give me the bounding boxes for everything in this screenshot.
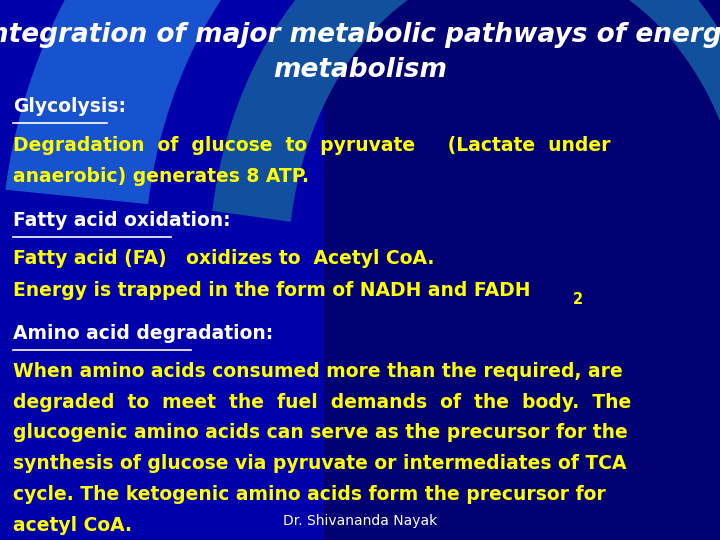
- Text: Fatty acid oxidation:: Fatty acid oxidation:: [13, 211, 230, 229]
- Text: 2: 2: [572, 292, 582, 307]
- Text: glucogenic amino acids can serve as the precursor for the: glucogenic amino acids can serve as the …: [13, 423, 628, 442]
- Text: Energy is trapped in the form of NADH and FADH: Energy is trapped in the form of NADH an…: [13, 281, 531, 300]
- Text: Fatty acid (FA)   oxidizes to  Acetyl CoA.: Fatty acid (FA) oxidizes to Acetyl CoA.: [13, 249, 434, 268]
- Text: Dr. Shivananda Nayak: Dr. Shivananda Nayak: [283, 514, 437, 528]
- Text: Degradation  of  glucose  to  pyruvate     (Lactate  under: Degradation of glucose to pyruvate (Lact…: [13, 136, 611, 155]
- Text: metabolism: metabolism: [273, 57, 447, 83]
- Text: When amino acids consumed more than the required, are: When amino acids consumed more than the …: [13, 362, 623, 381]
- Polygon shape: [5, 0, 720, 204]
- Text: acetyl CoA.: acetyl CoA.: [13, 516, 132, 535]
- Text: anaerobic) generates 8 ATP.: anaerobic) generates 8 ATP.: [13, 167, 309, 186]
- Text: Glycolysis:: Glycolysis:: [13, 97, 126, 116]
- Text: cycle. The ketogenic amino acids form the precursor for: cycle. The ketogenic amino acids form th…: [13, 485, 606, 504]
- Text: synthesis of glucose via pyruvate or intermediates of TCA: synthesis of glucose via pyruvate or int…: [13, 454, 626, 473]
- Text: degraded  to  meet  the  fuel  demands  of  the  body.  The: degraded to meet the fuel demands of the…: [13, 393, 631, 411]
- Polygon shape: [324, 0, 720, 540]
- Text: Amino acid degradation:: Amino acid degradation:: [13, 324, 273, 343]
- Text: Integration of major metabolic pathways of energy: Integration of major metabolic pathways …: [0, 22, 720, 48]
- Polygon shape: [212, 0, 720, 222]
